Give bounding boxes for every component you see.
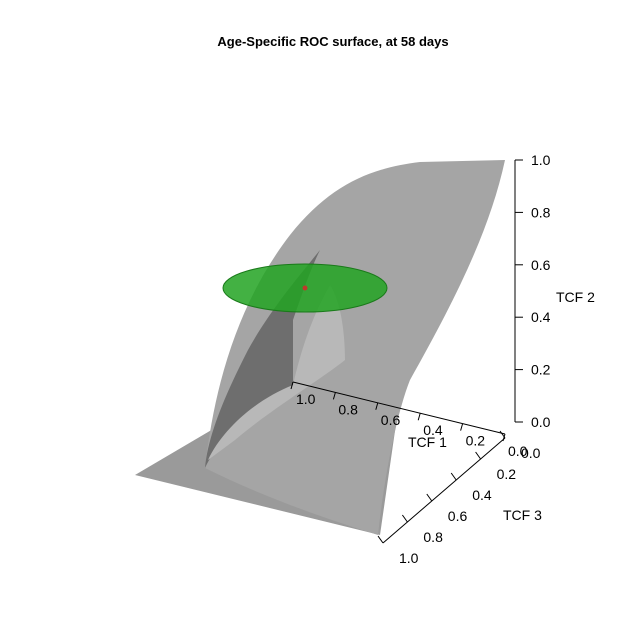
tcf1-tick-label: 0.2 (466, 433, 486, 449)
tcf1-tick-mark (332, 392, 336, 400)
tcf2-tick-label: 0.6 (531, 257, 551, 273)
chart-title: Age-Specific ROC surface, at 58 days (217, 34, 448, 49)
tcf3-tick-mark (475, 451, 482, 460)
tcf3-tick-label: 0.6 (448, 508, 468, 524)
tcf1-tick-mark (460, 423, 464, 431)
roc-surface (135, 160, 505, 535)
tcf1-tick-mark (375, 402, 379, 410)
tcf1-tick-label: 0.0 (508, 443, 528, 459)
tcf1-tick-label: 1.0 (296, 391, 316, 407)
tcf2-tick-label: 1.0 (531, 152, 551, 168)
tcf3-ticks: 0.00.20.40.60.81.0 (377, 430, 541, 566)
surface-back (205, 160, 505, 535)
tcf1-tick-mark (502, 433, 506, 442)
tcf2-tick-label: 0.0 (531, 414, 551, 430)
tcf3-tick-label: 1.0 (399, 550, 419, 566)
tcf3-axis-label: TCF 3 (503, 507, 542, 523)
tcf3-tick-mark (450, 472, 457, 481)
tcf1-axis-label: TCF 1 (408, 434, 447, 450)
tcf3-tick-label: 0.0 (521, 445, 541, 461)
estimate-point (302, 285, 308, 291)
tcf2-ticks: 0.0 0.2 0.4 0.6 0.8 1.0 (515, 152, 551, 430)
tcf2-tick-label: 0.2 (531, 362, 551, 378)
tcf1-tick-label: 0.4 (423, 422, 443, 438)
tcf3-axis-line (382, 437, 506, 544)
tcf1-tick-mark (417, 413, 421, 421)
tcf3-tick-mark (401, 514, 408, 523)
surface-inner-fold (208, 285, 345, 460)
tcf1-tick-label: 0.8 (338, 401, 358, 417)
tcf3-tick-label: 0.2 (497, 466, 517, 482)
tcf3-tick-mark (499, 430, 506, 439)
tcf1-ticks: 1.0 0.8 0.6 0.4 0.2 0.0 (290, 381, 528, 459)
tcf1-tick-label: 0.6 (381, 412, 401, 428)
tcf1-axis-line (292, 381, 506, 435)
tcf3-tick-mark (377, 535, 384, 544)
tcf3-tick-label: 0.4 (472, 487, 492, 503)
tcf3-tick-mark (426, 493, 433, 502)
tcf2-axis-label: TCF 2 (556, 289, 595, 305)
tcf2-tick-label: 0.4 (531, 309, 551, 325)
tcf2-tick-label: 0.8 (531, 204, 551, 220)
axes-lines (292, 160, 516, 544)
tcf3-tick-label: 0.8 (423, 529, 443, 545)
tcf1-tick-mark (290, 381, 294, 390)
